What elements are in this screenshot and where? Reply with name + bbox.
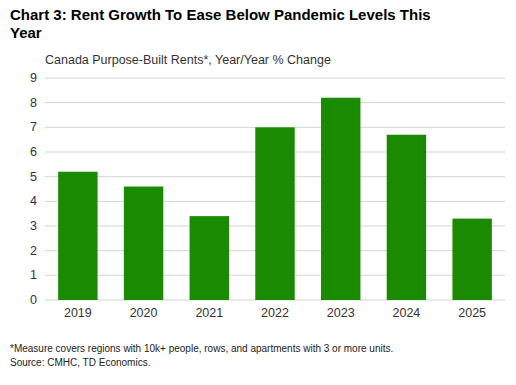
x-tick-label: 2025 <box>458 306 486 320</box>
y-tick-label: 3 <box>30 219 37 233</box>
footnote: *Measure covers regions with 10k+ people… <box>10 343 393 368</box>
subtitle: Canada Purpose-Built Rents*, Year/Year %… <box>45 53 331 67</box>
x-tick-label: 2019 <box>64 306 92 320</box>
bar <box>452 219 491 300</box>
bar <box>387 135 426 300</box>
grid <box>45 78 505 300</box>
y-tick-label: 2 <box>30 244 37 258</box>
bar <box>190 216 229 300</box>
bars <box>58 98 492 300</box>
y-tick-label: 4 <box>30 194 37 208</box>
x-tick-label: 2023 <box>327 306 355 320</box>
chart-container: Chart 3: Rent Growth To Ease Below Pande… <box>0 0 516 385</box>
title: Chart 3: Rent Growth To Ease Below Pande… <box>10 6 431 41</box>
bar <box>124 187 163 300</box>
y-tick-label: 8 <box>30 96 37 110</box>
x-tick-label: 2020 <box>130 306 158 320</box>
y-tick-label: 5 <box>30 170 37 184</box>
y-tick-label: 9 <box>30 71 37 85</box>
x-tick-label: 2021 <box>195 306 223 320</box>
y-tick-label: 6 <box>30 145 37 159</box>
x-tick-label: 2022 <box>261 306 289 320</box>
grid-line <box>45 78 505 79</box>
y-tick-label: 0 <box>30 293 37 307</box>
y-tick-label: 1 <box>30 268 37 282</box>
bar <box>321 98 360 300</box>
chart-svg: Chart 3: Rent Growth To Ease Below Pande… <box>0 0 516 385</box>
bar <box>58 172 97 300</box>
y-tick-label: 7 <box>30 120 37 134</box>
x-tick-label: 2024 <box>393 306 421 320</box>
grid-line <box>45 102 505 103</box>
bar <box>255 127 294 300</box>
